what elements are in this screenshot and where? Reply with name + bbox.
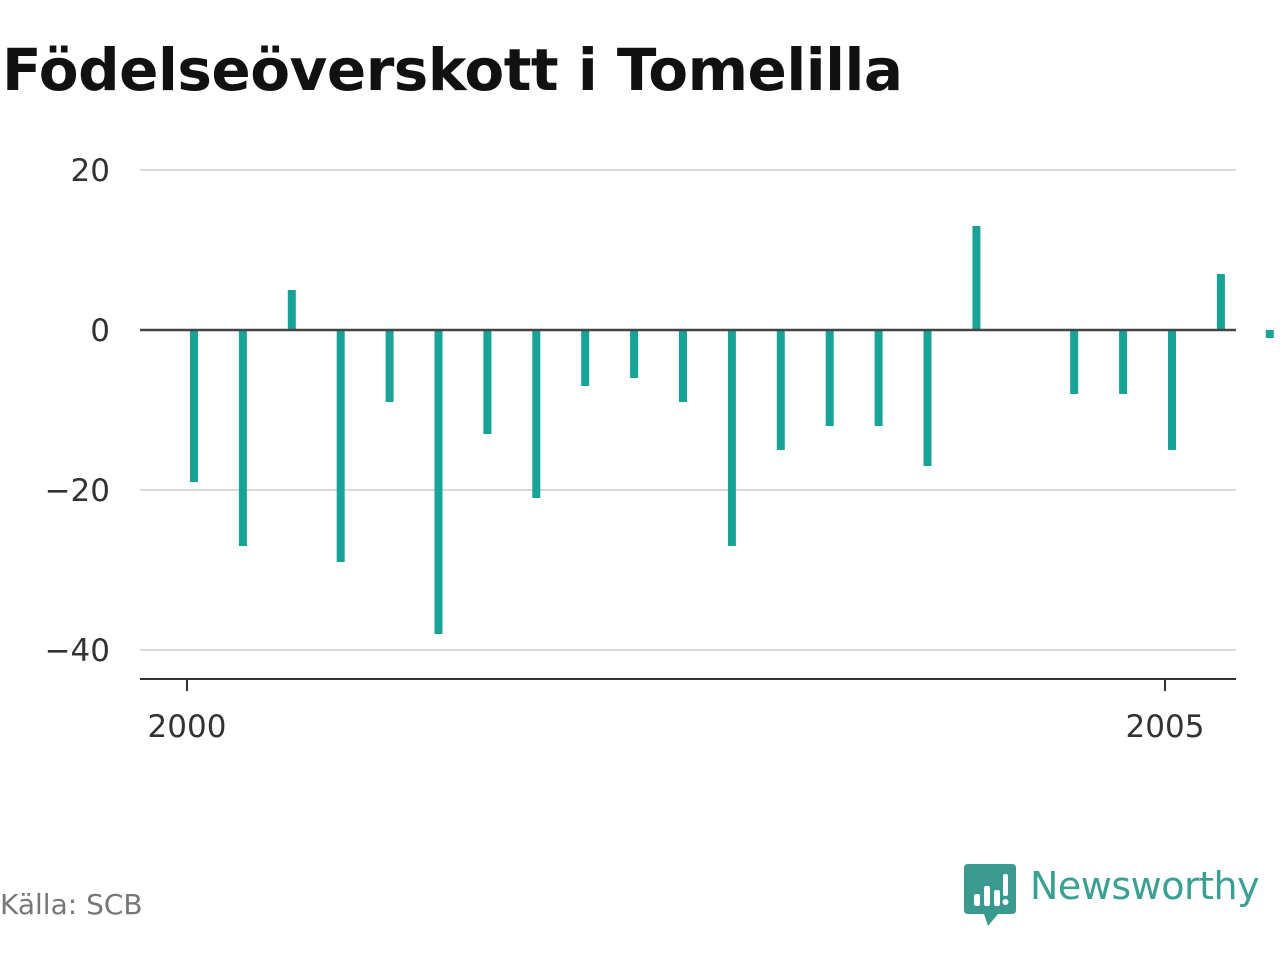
bar xyxy=(1265,330,1274,338)
source-note: Källa: SCB xyxy=(0,888,143,921)
bar xyxy=(483,330,492,434)
bar xyxy=(923,330,932,466)
bar xyxy=(1216,274,1225,330)
bar xyxy=(776,330,785,450)
brand-name: Newsworthy xyxy=(1030,864,1260,908)
bar xyxy=(874,330,883,426)
brand: Newsworthy xyxy=(964,864,1260,928)
grid-lines xyxy=(140,169,1236,651)
x-tick-label: 2005 xyxy=(1126,709,1205,745)
bar xyxy=(238,330,247,546)
bar xyxy=(825,330,834,426)
bar xyxy=(336,330,345,562)
bars xyxy=(190,226,1274,634)
y-tick-label: −20 xyxy=(45,473,110,509)
bar xyxy=(385,330,394,402)
bar xyxy=(287,290,296,330)
bar xyxy=(727,330,736,546)
bar xyxy=(630,330,639,378)
x-tick-label: 2000 xyxy=(148,709,227,745)
chart-title: Födelseöverskott i Tomelilla xyxy=(2,36,903,104)
y-tick-label: 0 xyxy=(90,313,110,349)
bar xyxy=(434,330,443,634)
bar xyxy=(1070,330,1079,394)
bar xyxy=(581,330,590,386)
newsworthy-logo-icon xyxy=(964,864,1016,926)
x-axis: 200020052010201520202025 xyxy=(140,678,1236,745)
bar xyxy=(1168,330,1176,450)
y-tick-label: 20 xyxy=(71,153,110,189)
y-tick-label: −40 xyxy=(45,633,110,669)
bar xyxy=(972,226,981,330)
y-axis: 20 0 −20 −40 xyxy=(45,153,110,669)
bar xyxy=(190,330,198,482)
bar xyxy=(1119,330,1128,394)
bar xyxy=(532,330,541,498)
bar xyxy=(679,330,687,402)
